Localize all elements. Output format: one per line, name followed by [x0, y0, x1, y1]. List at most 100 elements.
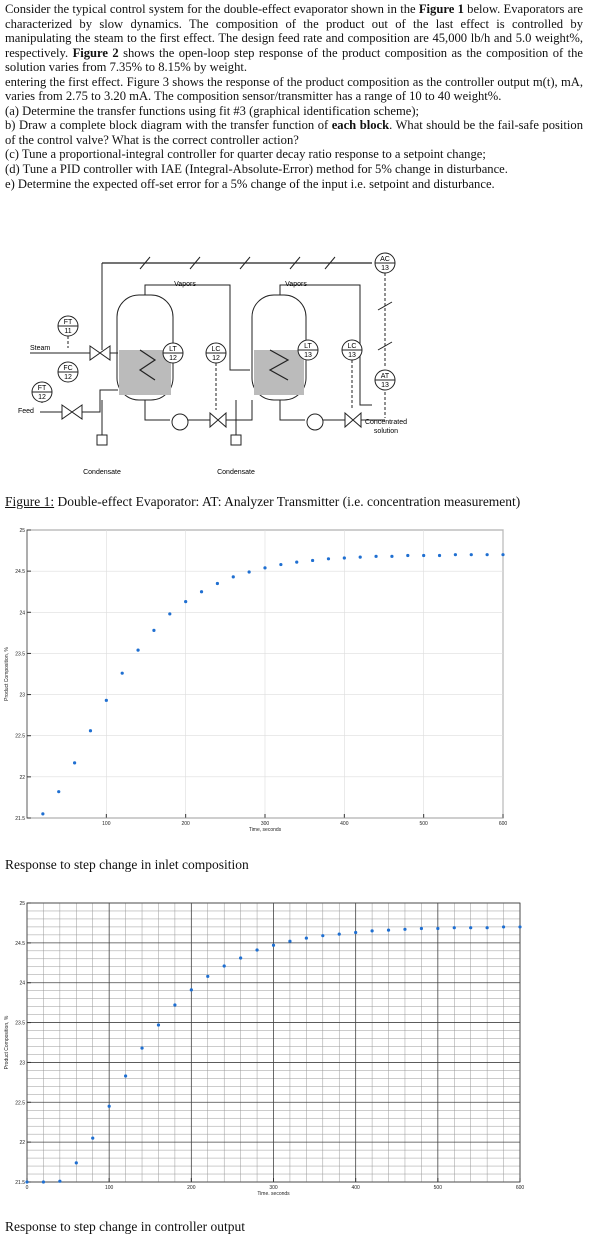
data-point — [374, 554, 378, 558]
diagram-label: Feed — [18, 408, 34, 415]
instrument-number: 11 — [64, 328, 71, 335]
data-point — [140, 1046, 144, 1050]
data-point — [370, 929, 374, 933]
data-point — [304, 936, 308, 940]
data-point — [453, 553, 457, 557]
data-point — [271, 943, 276, 947]
y-tick-label: 21.5 — [15, 816, 25, 822]
y-tick-label: 23 — [19, 1060, 25, 1066]
x-tick-label: 600 — [516, 1185, 525, 1191]
problem-statement: Consider the typical control system for … — [5, 2, 583, 191]
data-point — [501, 925, 506, 929]
data-point — [403, 927, 407, 931]
diagram-label: Vapors — [285, 281, 307, 288]
data-point — [189, 988, 193, 992]
instrument-tag: LT — [304, 343, 312, 350]
data-point — [199, 590, 204, 594]
paragraph: e) Determine the expected off-set error … — [5, 177, 583, 192]
y-tick-label: 24.5 — [15, 941, 25, 947]
diagram-label: Condensate — [217, 469, 255, 476]
figure-caption: Figure 1: Double-effect Evaporator: AT: … — [5, 494, 520, 510]
data-point — [422, 553, 426, 558]
text: b) Draw a complete block diagram with th… — [5, 118, 332, 133]
bold-text: Figure 1 — [418, 2, 464, 16]
data-point — [501, 553, 505, 557]
data-point — [173, 1003, 177, 1007]
x-tick-label: 0 — [26, 1185, 29, 1191]
instrument-tag: LC — [212, 346, 221, 353]
instrument-tag: LT — [169, 346, 177, 353]
data-point — [206, 974, 210, 978]
y-tick-label: 22 — [19, 1140, 25, 1146]
text: entering the first effect. Figure 3 show… — [5, 74, 583, 104]
x-tick-label: 400 — [340, 821, 349, 827]
diagram-label: Steam — [30, 345, 50, 352]
x-tick-label: 600 — [499, 821, 508, 827]
data-point — [58, 1179, 62, 1183]
data-point — [437, 553, 442, 558]
data-point — [311, 558, 315, 563]
text: Consider the typical control system for … — [5, 2, 419, 16]
data-point — [406, 553, 410, 558]
text: e) Determine the expected off-set error … — [5, 176, 495, 191]
data-point — [469, 553, 473, 557]
x-tick-label: 300 — [269, 1185, 278, 1191]
paragraph: (c) Tune a proportional-integral control… — [5, 147, 583, 162]
figure-label: Figure 1: — [5, 494, 55, 509]
figure-caption-text: Double-effect Evaporator: AT: Analyzer T… — [54, 494, 521, 509]
data-point — [104, 698, 108, 702]
data-point — [419, 926, 423, 931]
data-point — [25, 1180, 29, 1184]
instrument-number: 12 — [64, 374, 72, 381]
x-tick-label: 200 — [187, 1185, 196, 1191]
data-point — [279, 562, 283, 567]
data-point — [222, 964, 226, 968]
y-tick-label: 23.5 — [15, 1021, 25, 1027]
paragraph: Consider the typical control system for … — [5, 2, 583, 75]
data-point — [239, 956, 243, 960]
data-point — [74, 1161, 78, 1165]
data-point — [41, 812, 45, 816]
paragraph: (a) Determine the transfer functions usi… — [5, 104, 583, 119]
data-point — [469, 926, 473, 930]
bold-text: Figure 2 — [72, 45, 119, 60]
data-point — [485, 553, 489, 557]
data-point — [184, 599, 188, 604]
text: (c) Tune a proportional-integral control… — [5, 147, 486, 162]
data-point — [231, 575, 235, 579]
text: (a) Determine the transfer functions usi… — [5, 103, 420, 118]
data-point — [288, 939, 292, 943]
instrument-number: 12 — [169, 355, 177, 362]
instrument-number: 13 — [381, 382, 389, 389]
y-axis-label: Product Composition, % — [4, 647, 10, 701]
data-point — [107, 1104, 111, 1108]
chart: 0 100 200 300 400 500 600 21.5 22 22.5 23 23.5 24 24.… — [4, 901, 525, 1195]
data-point — [88, 729, 93, 733]
data-point — [152, 628, 156, 632]
y-tick-label: 23 — [19, 693, 25, 699]
data-point — [436, 926, 440, 931]
data-point — [136, 648, 140, 652]
data-point — [390, 554, 394, 558]
data-point — [57, 790, 61, 794]
x-tick-label: 500 — [434, 1185, 443, 1191]
chart-caption: Response to step change in controller ou… — [5, 1219, 245, 1234]
text: (d) Tune a PID controller with IAE (Inte… — [5, 162, 508, 177]
chart-caption: Response to step change in inlet composi… — [5, 857, 249, 872]
y-tick-label: 25 — [19, 528, 25, 534]
diagram-label: solution — [374, 428, 398, 435]
data-point — [120, 671, 124, 675]
data-point — [91, 1136, 95, 1140]
data-point — [354, 930, 358, 935]
instrument-number: 12 — [212, 355, 220, 362]
instrument-number: 12 — [38, 394, 46, 401]
x-tick-label: 100 — [105, 1185, 114, 1191]
paragraph: b) Draw a complete block diagram with th… — [5, 118, 583, 147]
data-point — [255, 948, 259, 952]
data-point — [168, 612, 172, 616]
chart: 100 200 300 400 500 600 21.5 22 22.5 23 23.5 24 24.5… — [4, 528, 508, 833]
text: shows the open-loop step response of the… — [5, 45, 584, 75]
data-point — [124, 1074, 128, 1078]
data-point — [263, 566, 267, 570]
